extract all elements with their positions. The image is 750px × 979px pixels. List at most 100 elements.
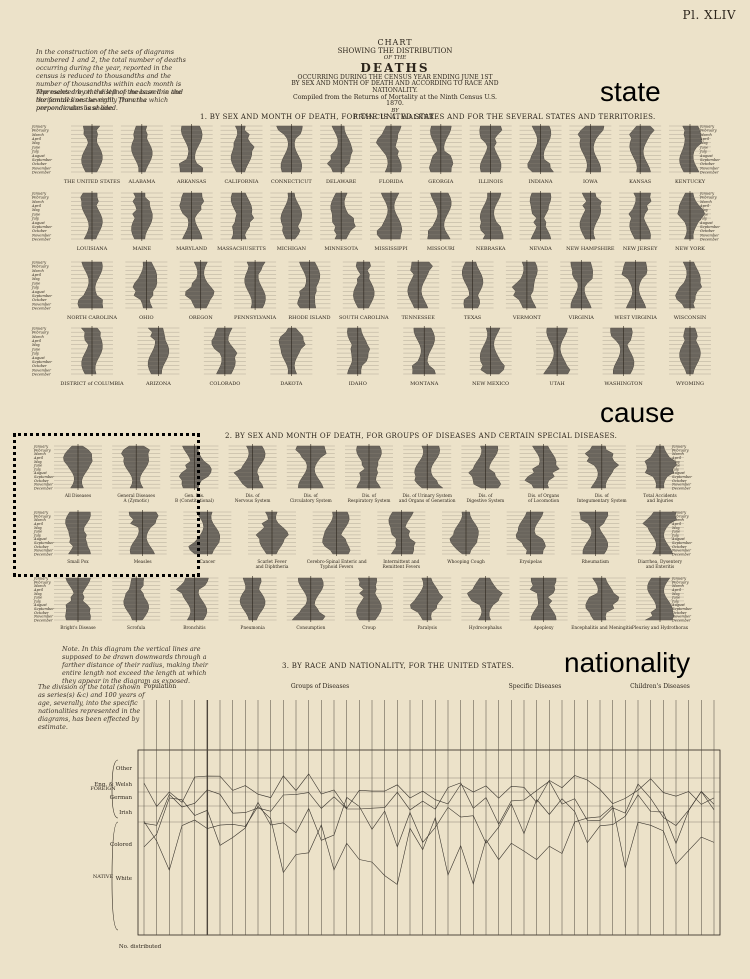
highlight-box xyxy=(13,433,200,577)
state-row2-months-may: May xyxy=(31,277,41,281)
disease-row2-months-may: May xyxy=(33,592,43,596)
state-row1-months-right-february: February xyxy=(699,196,718,200)
state-row3-months-october: October xyxy=(32,364,47,368)
state-glyph-massachusetts xyxy=(230,192,255,240)
disease-row2-months-september: September xyxy=(34,607,54,611)
title-line3: DEATHS xyxy=(360,60,430,75)
title-line8: FRANCIS A. WALKER. xyxy=(353,113,437,122)
disease-row2-months-november: November xyxy=(33,615,53,619)
disease-row1-months-march: March xyxy=(33,518,46,522)
title-line4: OCCURRING DURING THE CENSUS YEAR ENDING … xyxy=(297,73,493,81)
state-row1-months-september: September xyxy=(32,225,52,229)
disease-row0-months-august: August xyxy=(33,471,47,475)
disease-row1-months-july: July xyxy=(33,533,42,537)
state-glyph-colorado xyxy=(211,327,238,375)
disease-label-paralysis: Paralysis xyxy=(417,626,436,631)
state-row0-months-right-october: October xyxy=(700,162,715,166)
state-row0-months-right-september: September xyxy=(700,158,720,162)
state-label-iowa: IOWA xyxy=(583,179,598,185)
state-glyph-virginia xyxy=(570,261,593,309)
disease-label-whooping-cough: Whooping Cough xyxy=(447,560,485,565)
state-label-virginia: VIRGINIA xyxy=(568,315,595,321)
disease-row1-months-january: January xyxy=(33,511,49,515)
state-label-new-hampshire: NEW HAMPSHIRE xyxy=(566,246,615,252)
disease-row2-months-right-september: September xyxy=(672,607,692,611)
state-glyph-montana xyxy=(411,327,436,375)
state-glyph-kansas xyxy=(629,125,655,173)
disease-row2-months-right-november: November xyxy=(671,615,691,619)
state-row1-months-right-november: November xyxy=(699,233,719,237)
disease-row2-months-right-july: July xyxy=(671,599,680,603)
state-row1-months-march: March xyxy=(31,200,44,204)
state-label-indiana: INDIANA xyxy=(529,179,553,185)
disease-row0-months-september: September xyxy=(34,475,54,479)
disease-row2-months-january: January xyxy=(33,577,49,581)
state-glyph-mississippi xyxy=(376,192,403,240)
disease-label-pneumonia: Pneumonia xyxy=(240,626,265,631)
state-glyph-rhode-island xyxy=(297,261,321,309)
section-1-heading: 1. BY SEX AND MONTH OF DEATH, FOR THE UN… xyxy=(200,113,656,121)
disease-label-cont-dis-of-organs-of-locomotion: of Locomotion xyxy=(528,499,559,504)
state-row1-months-december: December xyxy=(31,238,51,242)
disease-row2-months-july: July xyxy=(33,599,42,603)
state-row0-months-august: August xyxy=(31,154,45,158)
disease-row1-months-december: December xyxy=(33,553,53,557)
state-label-florida: FLORIDA xyxy=(379,179,404,185)
state-row0-months-right-february: February xyxy=(699,129,718,133)
disease-row0-months-right-september: September xyxy=(672,475,692,479)
state-row1-months-january: January xyxy=(31,192,47,196)
state-row2-months-april: April xyxy=(31,273,41,277)
disease-row1-months-right-july: July xyxy=(671,533,680,537)
state-label-nebraska: NEBRASKA xyxy=(476,246,506,252)
state-row3-months-june: June xyxy=(31,347,40,351)
disease-row0-months-right-february: February xyxy=(671,448,690,452)
state-label-alabama: ALABAMA xyxy=(128,179,156,185)
nationality-group-childrens-diseases: Children's Diseases xyxy=(630,683,690,690)
state-label-pennsylvania: PENNSYLVANIA xyxy=(234,315,276,321)
state-row2-months-march: March xyxy=(31,269,44,273)
state-row3-months-december: December xyxy=(31,373,51,377)
state-glyph-california xyxy=(230,125,255,173)
state-glyph-washington xyxy=(610,327,635,375)
state-glyph-kentucky xyxy=(679,125,703,173)
state-row2-months-september: September xyxy=(32,294,52,298)
state-label-georgia: GEORGIA xyxy=(428,179,453,185)
state-row1-months-july: July xyxy=(31,217,40,221)
disease-row1-months-right-december: December xyxy=(671,553,691,557)
disease-label-cont-dis-of-digestive-system: Digestive System xyxy=(467,499,505,504)
disease-row2-months-right-may: May xyxy=(671,592,681,596)
disease-label-rheumatism: Rheumatism xyxy=(582,560,609,565)
disease-glyph-dis-of-organs-of-locomotion xyxy=(524,445,560,489)
title-line5: BY SEX AND MONTH OF DEATH AND ACCORDING … xyxy=(291,80,499,94)
disease-label-erysipelas: Erysipelas xyxy=(519,560,542,565)
state-glyph-ohio xyxy=(132,261,158,309)
state-label-rhode-island: RHODE ISLAND xyxy=(288,315,330,321)
disease-label-cont-intermittent-and-remittent-fevers: Remittent Fevers xyxy=(383,565,421,570)
state-row2-months-july: July xyxy=(31,286,40,290)
disease-label-scrofula: Scrofula xyxy=(127,626,146,631)
state-label-minnesota: MINNESOTA xyxy=(324,246,358,252)
state-label-nevada: NEVADA xyxy=(529,246,552,252)
state-row2-months-december: December xyxy=(31,307,51,311)
state-label-south-carolina: SOUTH CAROLINA xyxy=(339,315,389,321)
disease-row2-months-right-march: March xyxy=(671,584,684,588)
side-label-foreign: FOREIGN xyxy=(90,786,116,792)
state-glyph-wisconsin xyxy=(675,261,703,309)
disease-label-cont-dis-of-circulatory-system: Circulatory System xyxy=(290,499,332,504)
title-line6: Compiled from the Returns of Mortality a… xyxy=(292,93,498,108)
state-label-tennessee: TENNESSEE xyxy=(401,315,435,321)
disease-label-dis-of-integumentary-system: Dis. of xyxy=(595,494,609,499)
state-glyph-new-hampshire xyxy=(579,192,602,240)
state-label-the-united-states: THE UNITED STATES xyxy=(64,179,121,185)
nationality-group-groups-of-diseases: Groups of Diseases xyxy=(291,683,349,690)
state-row0-months-january: January xyxy=(31,125,47,129)
disease-label-dis-of-digestive-system: Dis. of xyxy=(478,494,492,499)
disease-row1-months-november: November xyxy=(33,549,53,553)
disease-label-bronchitis: Bronchitis xyxy=(183,626,205,631)
disease-row2-months-right-december: December xyxy=(671,619,691,623)
state-row0-months-may: May xyxy=(31,141,41,145)
state-glyph-delaware xyxy=(326,125,353,173)
disease-glyph-dis-of-digestive-system xyxy=(468,445,502,489)
disease-row1-months-right-august: August xyxy=(671,537,685,541)
state-row0-months-november: November xyxy=(31,166,51,170)
